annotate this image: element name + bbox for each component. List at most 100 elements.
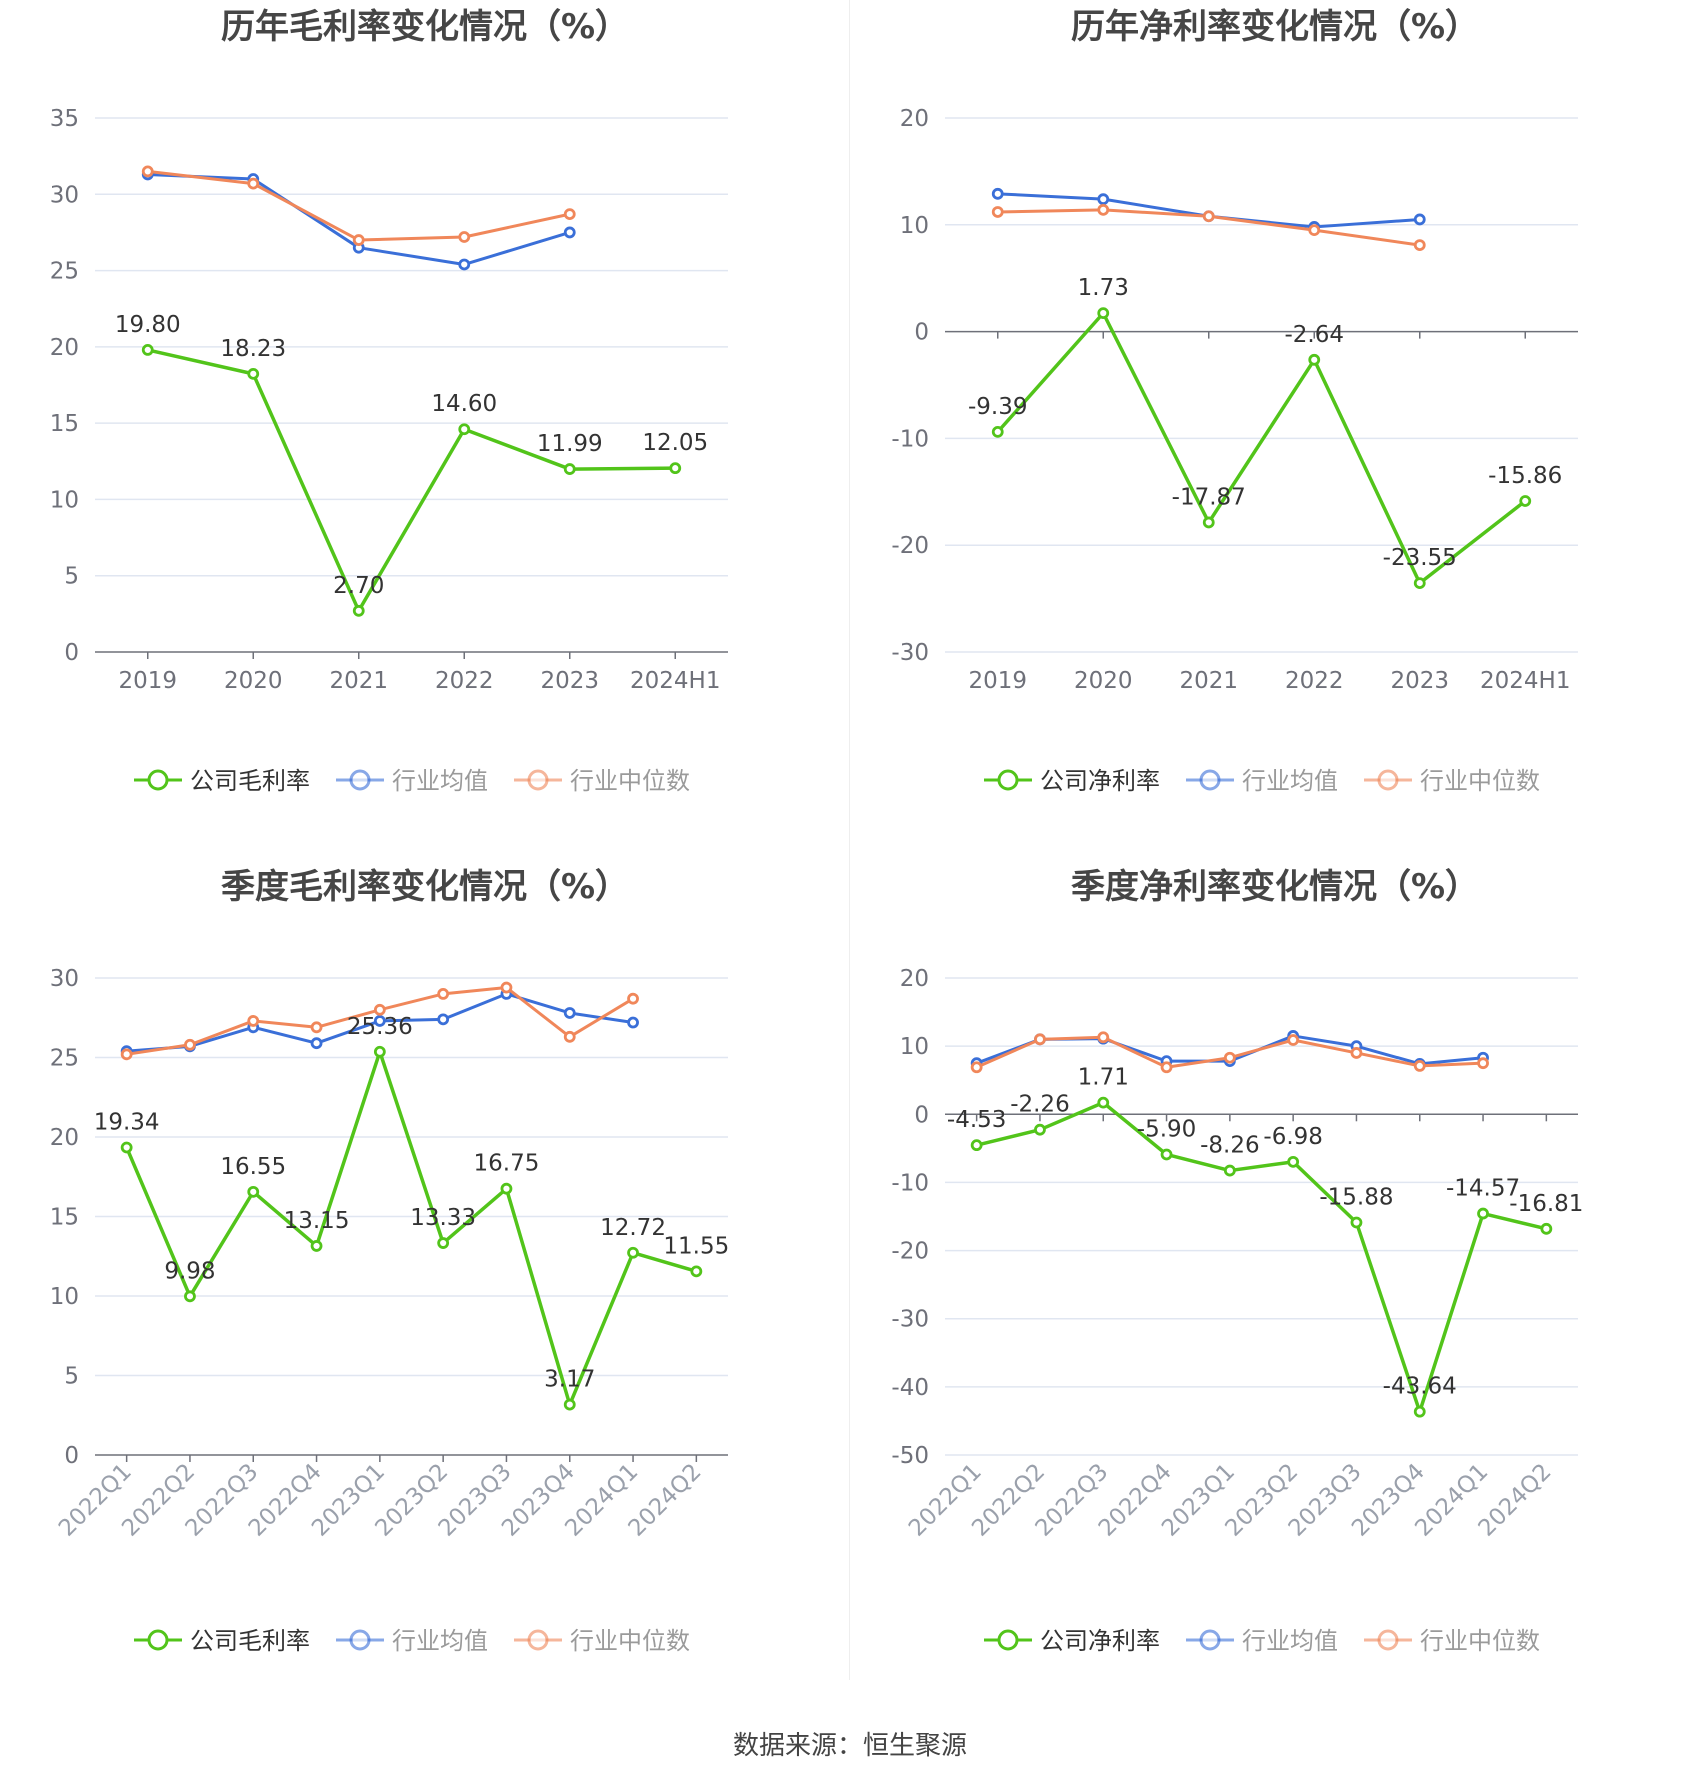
data-point[interactable] (247, 367, 260, 380)
data-point[interactable] (1477, 1207, 1489, 1220)
data-point[interactable] (1160, 1148, 1173, 1161)
data-point[interactable] (563, 1398, 576, 1411)
data-point[interactable] (310, 1240, 323, 1252)
chart-svg-quarterly-net: 季度净利率变化情况（%）-50-40-30-20-10010202022Q120… (891, 867, 1583, 1655)
data-point[interactable] (1097, 203, 1110, 216)
data-point[interactable] (627, 1246, 639, 1259)
data-point[interactable] (437, 1013, 450, 1026)
legend-item[interactable]: 行业均值 (1186, 1627, 1338, 1655)
legend-item[interactable]: 行业均值 (336, 767, 488, 795)
legend-item[interactable]: 行业中位数 (514, 1627, 690, 1655)
data-source-note: 数据来源：恒生聚源 (732, 1731, 967, 1761)
data-point[interactable] (352, 234, 365, 246)
data-point[interactable] (1413, 1060, 1426, 1072)
data-point[interactable] (184, 1038, 196, 1051)
data-point[interactable] (373, 1045, 386, 1058)
data-point[interactable] (310, 1037, 323, 1050)
data-point[interactable] (437, 987, 450, 1000)
data-point[interactable] (458, 231, 471, 243)
data-label: 1.73 (1078, 275, 1129, 301)
data-point[interactable] (458, 258, 471, 271)
data-point[interactable] (563, 1007, 576, 1019)
data-point[interactable] (563, 226, 576, 239)
data-point[interactable] (563, 1030, 576, 1043)
data-point[interactable] (627, 992, 639, 1005)
legend-item[interactable]: 行业均值 (336, 1627, 488, 1655)
data-point[interactable] (1308, 353, 1321, 366)
data-point[interactable] (1287, 1034, 1300, 1046)
data-point[interactable] (1097, 307, 1110, 320)
data-point[interactable] (1097, 193, 1110, 206)
data-point[interactable] (690, 1265, 703, 1278)
data-point[interactable] (1413, 213, 1426, 226)
legend-item[interactable]: 公司净利率 (984, 1627, 1160, 1655)
data-point[interactable] (970, 1061, 983, 1074)
data-point[interactable] (120, 1141, 133, 1154)
data-point[interactable] (373, 1003, 386, 1016)
data-point[interactable] (563, 463, 576, 475)
data-point[interactable] (1519, 495, 1532, 507)
data-point[interactable] (1413, 577, 1426, 590)
chart-quarterly-net: 季度净利率变化情况（%） -50 -40 -30 -20 -10 0 10 20 2022Q1 20… (850, 860, 1700, 1720)
data-point[interactable] (1223, 1164, 1236, 1177)
y-tick-label: 0 (914, 1102, 929, 1128)
data-point[interactable] (1350, 1216, 1363, 1229)
data-label: 19.80 (115, 312, 181, 338)
series-line-company (996, 311, 1527, 585)
data-point[interactable] (247, 177, 260, 190)
legend-item[interactable]: 行业中位数 (514, 767, 690, 795)
y-tick-label: 5 (64, 1364, 79, 1390)
data-point[interactable] (1097, 1096, 1110, 1109)
data-point[interactable] (1287, 1155, 1300, 1168)
y-tick-label: 30 (50, 966, 79, 992)
data-point[interactable] (1034, 1033, 1046, 1046)
data-point[interactable] (437, 1237, 450, 1249)
data-point[interactable] (1308, 224, 1321, 237)
y-tick-label: -10 (891, 1170, 929, 1196)
data-point[interactable] (120, 1048, 133, 1061)
data-point[interactable] (247, 1015, 260, 1027)
data-point[interactable] (352, 604, 365, 617)
data-point[interactable] (500, 1182, 513, 1195)
y-tick-label: 20 (50, 335, 79, 361)
data-point[interactable] (141, 165, 154, 178)
data-point[interactable] (1034, 1123, 1046, 1136)
data-point[interactable] (1413, 1405, 1426, 1418)
legend-marker-icon (1377, 1629, 1399, 1651)
data-point[interactable] (1223, 1051, 1236, 1064)
legend-item[interactable]: 行业中位数 (1364, 767, 1540, 795)
data-point[interactable] (627, 1016, 639, 1029)
data-point[interactable] (500, 981, 513, 994)
chart-title: 季度净利率变化情况（%） (1071, 867, 1479, 907)
data-point[interactable] (1097, 1031, 1110, 1044)
data-point[interactable] (1160, 1061, 1173, 1074)
y-tick-label: -50 (891, 1443, 929, 1469)
data-point[interactable] (563, 208, 576, 221)
data-point[interactable] (247, 1185, 260, 1198)
data-point[interactable] (991, 425, 1004, 438)
legend-item[interactable]: 行业均值 (1186, 767, 1338, 795)
legend-item[interactable]: 行业中位数 (1364, 1627, 1540, 1655)
data-point[interactable] (184, 1290, 196, 1303)
y-tick-label: -40 (891, 1375, 929, 1401)
data-point[interactable] (1202, 210, 1215, 223)
data-point[interactable] (373, 1015, 386, 1027)
y-tick-label: 30 (50, 182, 79, 208)
legend-item[interactable]: 公司毛利率 (134, 1627, 310, 1655)
data-point[interactable] (1413, 239, 1426, 251)
data-point[interactable] (1477, 1057, 1489, 1070)
data-point[interactable] (141, 344, 154, 356)
y-tick-label: 20 (50, 1125, 79, 1151)
legend-item[interactable]: 公司净利率 (984, 767, 1160, 795)
legend-item[interactable]: 公司毛利率 (134, 767, 310, 795)
data-point[interactable] (310, 1021, 323, 1034)
y-tick-label: 5 (64, 564, 79, 590)
data-point[interactable] (991, 206, 1004, 218)
data-point[interactable] (970, 1139, 983, 1152)
data-point[interactable] (669, 462, 682, 475)
data-point[interactable] (1350, 1047, 1363, 1059)
data-point[interactable] (1202, 516, 1215, 529)
data-point[interactable] (458, 423, 471, 436)
data-point[interactable] (1540, 1222, 1553, 1235)
data-point[interactable] (991, 187, 1004, 200)
